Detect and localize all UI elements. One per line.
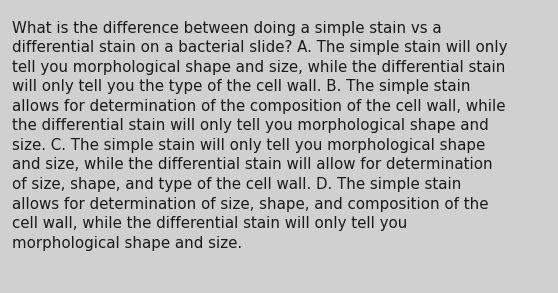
- Text: What is the difference between doing a simple stain vs a
differential stain on a: What is the difference between doing a s…: [12, 21, 508, 251]
